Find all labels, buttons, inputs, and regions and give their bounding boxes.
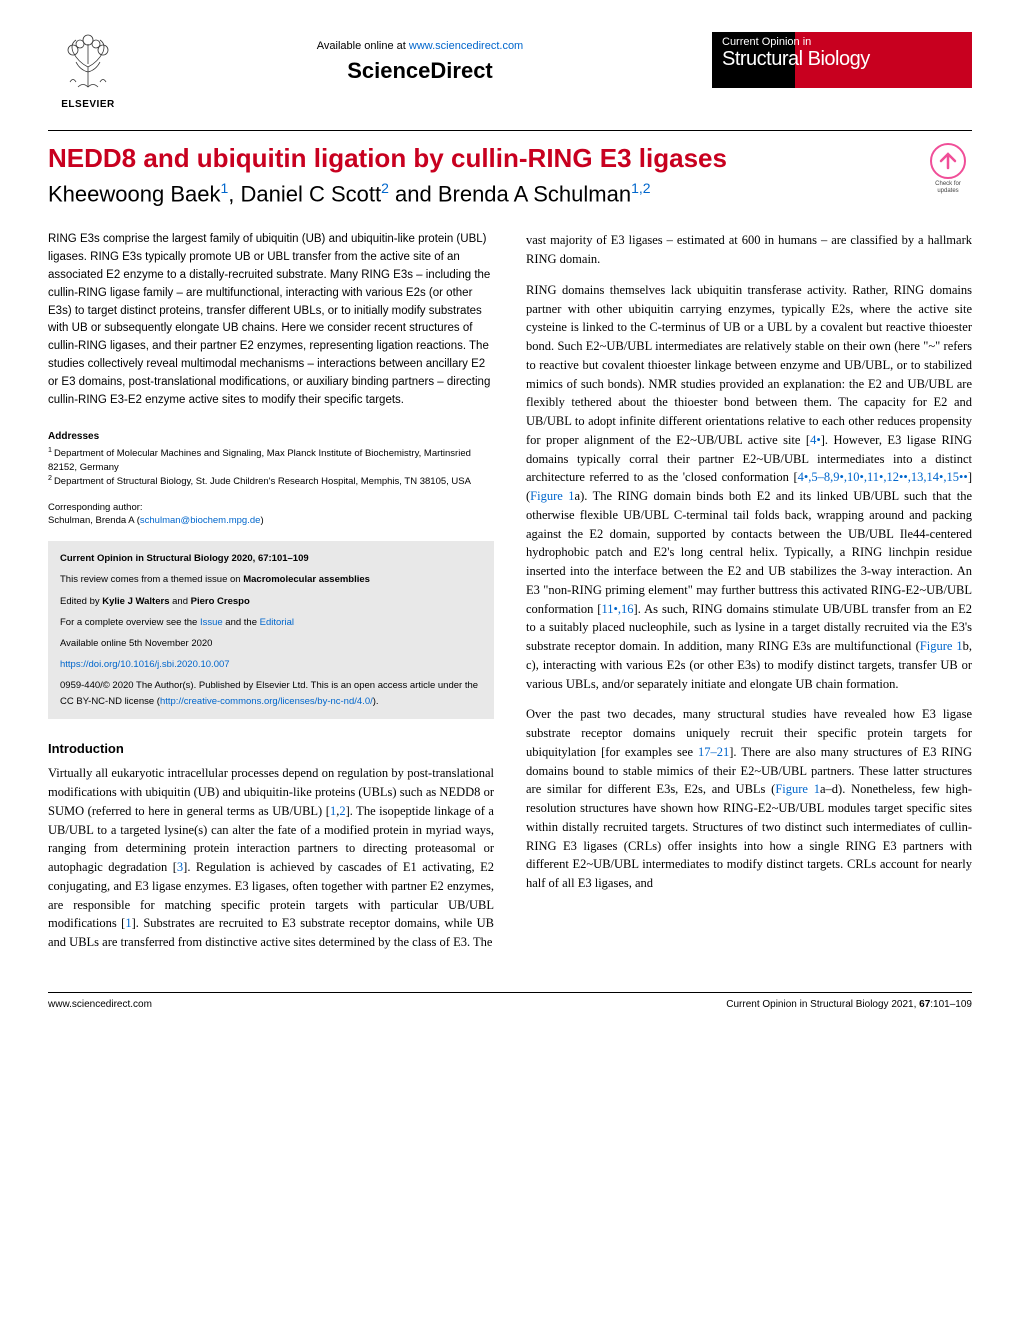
journal-badge: Current Opinion in Structural Biology: [712, 32, 972, 88]
editors-prefix: Edited by: [60, 596, 102, 607]
r-paragraph-3: Over the past two decades, many structur…: [526, 705, 972, 893]
elsevier-logo: ELSEVIER: [48, 32, 128, 110]
elsevier-tree-icon: [58, 32, 118, 92]
overview-mid: and the: [223, 617, 260, 628]
top-bar: ELSEVIER Available online at www.science…: [48, 32, 972, 110]
introduction-heading: Introduction: [48, 739, 494, 759]
top-center: Available online at www.sciencedirect.co…: [128, 32, 712, 84]
available-text: Available online at: [317, 40, 409, 52]
journal-badge-title: Structural Biology: [722, 48, 962, 71]
addresses: 1 Department of Molecular Machines and S…: [48, 446, 494, 488]
figure-1b-link[interactable]: Figure 1: [920, 639, 963, 653]
corresponding-close: ): [260, 515, 263, 526]
cite-4b[interactable]: 4•: [810, 433, 821, 447]
corresponding-author: Corresponding author: Schulman, Brenda A…: [48, 501, 494, 528]
author-3: and Brenda A Schulman: [389, 181, 631, 206]
overview-line: For a complete overview see the Issue an…: [60, 615, 482, 630]
corresponding-email[interactable]: schulman@biochem.mpg.de: [140, 515, 261, 526]
check-updates-icon: [930, 143, 966, 179]
editor-1: Kylie J Walters: [102, 596, 169, 607]
cite-17-21[interactable]: 17–21: [698, 745, 729, 759]
article-title-block: NEDD8 and ubiquitin ligation by cullin-R…: [48, 143, 924, 207]
r-text: a). The RING domain binds both E2 and it…: [526, 489, 972, 616]
cite-11-16[interactable]: 11•,16: [601, 602, 633, 616]
r-text: RING domains themselves lack ubiquitin t…: [526, 283, 972, 447]
citation: Current Opinion in Structural Biology 20…: [60, 551, 482, 566]
address-2: Department of Structural Biology, St. Ju…: [54, 476, 471, 487]
editorial-link[interactable]: Editorial: [260, 617, 294, 628]
check-updates-label: Check for updates: [924, 181, 972, 194]
author-2: , Daniel C Scott: [228, 181, 381, 206]
authors: Kheewoong Baek1, Daniel C Scott2 and Bre…: [48, 180, 924, 207]
editors-mid: and: [169, 596, 190, 607]
editor-2: Piero Crespo: [191, 596, 250, 607]
affil-sup-2[interactable]: 2: [381, 180, 389, 196]
check-updates-badge[interactable]: Check for updates: [924, 143, 972, 194]
address-1: Department of Molecular Machines and Sig…: [48, 449, 471, 473]
r-text: a–d). Nonetheless, few high-resolution s…: [526, 782, 972, 890]
columns: RING E3s comprise the largest family of …: [48, 231, 972, 963]
sciencedirect-link[interactable]: www.sciencedirect.com: [409, 40, 523, 52]
footer: www.sciencedirect.com Current Opinion in…: [48, 992, 972, 1010]
journal-badge-top: Current Opinion in: [722, 36, 962, 48]
themed-prefix: This review comes from a themed issue on: [60, 574, 243, 585]
themed-bold: Macromolecular assemblies: [243, 574, 370, 585]
author-1: Kheewoong Baek: [48, 181, 220, 206]
sciencedirect-brand: ScienceDirect: [128, 58, 712, 84]
editors: Edited by Kylie J Walters and Piero Cres…: [60, 594, 482, 609]
publisher-name: ELSEVIER: [48, 99, 128, 110]
license-text: 0959-440/© 2020 The Author(s). Published…: [60, 678, 482, 708]
addresses-heading: Addresses: [48, 429, 494, 444]
overview-prefix: For a complete overview see the: [60, 617, 200, 628]
info-box: Current Opinion in Structural Biology 20…: [48, 541, 494, 719]
r-paragraph-2: RING domains themselves lack ubiquitin t…: [526, 281, 972, 694]
themed-issue: This review comes from a themed issue on…: [60, 572, 482, 587]
cite-list[interactable]: 4•,5–8,9•,10•,11•,12••,13,14•,15••: [798, 470, 968, 484]
left-column: RING E3s comprise the largest family of …: [48, 231, 494, 963]
header-rule: [48, 130, 972, 131]
issue-link[interactable]: Issue: [200, 617, 223, 628]
corresponding-text: Schulman, Brenda A (: [48, 515, 140, 526]
figure-1a-link[interactable]: Figure 1: [530, 489, 574, 503]
available-date: Available online 5th November 2020: [60, 636, 482, 651]
license-2: ).: [373, 696, 379, 707]
footer-journal: Current Opinion in Structural Biology: [726, 999, 888, 1010]
article-title: NEDD8 and ubiquitin ligation by cullin-R…: [48, 143, 924, 174]
available-online-line: Available online at www.sciencedirect.co…: [128, 40, 712, 52]
doi-link[interactable]: https://doi.org/10.1016/j.sbi.2020.10.00…: [60, 659, 230, 670]
r-paragraph-1: vast majority of E3 ligases – estimated …: [526, 231, 972, 269]
article-header: NEDD8 and ubiquitin ligation by cullin-R…: [48, 143, 972, 207]
figure-1ad-link[interactable]: Figure 1: [775, 782, 820, 796]
license-link[interactable]: http://creative-commons.org/licenses/by-…: [160, 696, 373, 707]
footer-year-pages: 2021, 67:101–109: [891, 999, 972, 1010]
abstract: RING E3s comprise the largest family of …: [48, 231, 494, 409]
corresponding-label: Corresponding author:: [48, 502, 143, 513]
footer-right: Current Opinion in Structural Biology 20…: [726, 999, 972, 1010]
intro-paragraph-1: Virtually all eukaryotic intracellular p…: [48, 764, 494, 952]
right-column: vast majority of E3 ligases – estimated …: [526, 231, 972, 963]
footer-left: www.sciencedirect.com: [48, 999, 152, 1010]
affil-sup-3[interactable]: 1,2: [631, 180, 650, 196]
